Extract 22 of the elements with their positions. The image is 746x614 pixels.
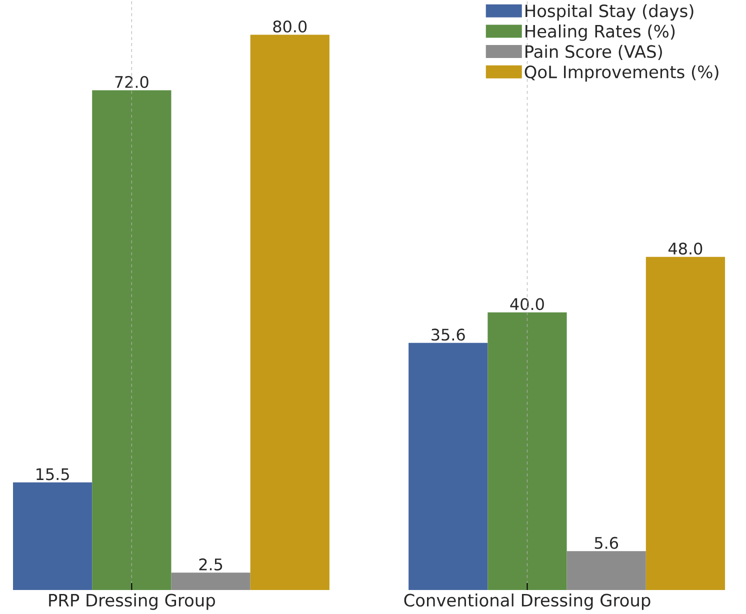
bar (92, 90, 172, 590)
bar (566, 551, 646, 590)
x-tick-label: Conventional Dressing Group (404, 594, 650, 610)
legend-label: Pain Score (VAS) (526, 44, 662, 60)
data-label: 72.0 (115, 76, 148, 88)
legend-label: Hospital Stay (days) (526, 4, 694, 21)
data-label: 48.0 (668, 242, 702, 255)
bar (488, 312, 567, 590)
data-label: 2.5 (199, 558, 222, 570)
data-label: 40.0 (510, 298, 544, 310)
data-label: 15.5 (36, 468, 69, 480)
bar (408, 342, 488, 590)
legend-label: QoL Improvements (%) (524, 65, 718, 82)
bar (13, 482, 92, 590)
bar (646, 256, 726, 590)
bar (171, 572, 250, 590)
x-tick-label: PRP Dressing Group (49, 594, 215, 610)
legend-label: Healing Rates (%) (526, 24, 675, 41)
data-label: 80.0 (273, 20, 307, 32)
data-label: 5.6 (594, 536, 618, 549)
data-label: 35.6 (432, 328, 465, 341)
bar (250, 34, 330, 590)
